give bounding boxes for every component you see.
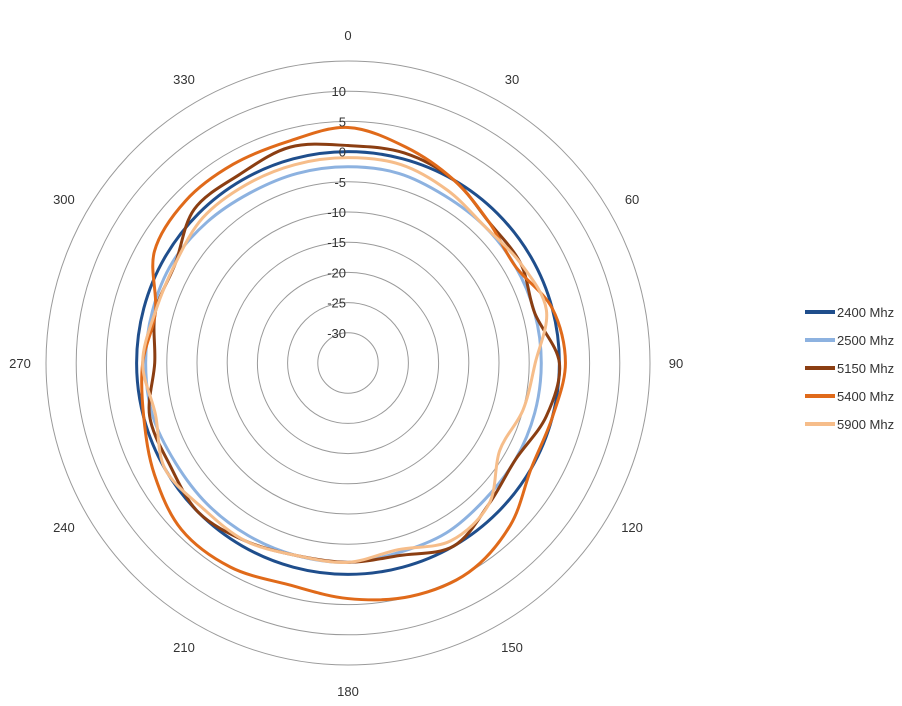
grid-circle (317, 332, 379, 394)
radial-tick-labels: -30 -25 -20 -15 -10 -5 0 5 10 (327, 84, 346, 341)
legend-swatch (805, 422, 835, 426)
outer-circle (45, 60, 651, 666)
angle-tick-label: 210 (173, 640, 195, 655)
grid-circle (105, 120, 591, 606)
radial-tick-label: -25 (327, 296, 346, 311)
legend-item: 2500 Mhz (805, 326, 894, 354)
legend-label: 2400 Mhz (837, 304, 895, 320)
legend-label: 5900 Mhz (837, 416, 895, 432)
series-line-5400-mhz (140, 125, 567, 602)
angle-tick-label: 180 (337, 684, 359, 699)
radial-tick-label: 0 (339, 145, 346, 160)
series-lines (135, 125, 567, 602)
radial-tick-label: -20 (327, 265, 346, 280)
legend-item: 5400 Mhz (805, 382, 894, 410)
angle-tick-label: 150 (501, 640, 523, 655)
legend-swatch (805, 366, 835, 370)
grid-circle (136, 151, 560, 575)
legend-swatch (805, 338, 835, 342)
angle-tick-label: 270 (9, 356, 31, 371)
radial-tick-label: -5 (334, 175, 346, 190)
series-line-5150-mhz (147, 142, 562, 564)
series-line-2500-mhz (144, 165, 543, 564)
angle-tick-label: 120 (621, 520, 643, 535)
grid-circle (75, 90, 621, 636)
grid-circle (196, 211, 500, 515)
angle-tick-label: 90 (669, 356, 683, 371)
angle-tick-label: 0 (344, 28, 351, 43)
angle-tick-label: 330 (173, 72, 195, 87)
legend-label: 5400 Mhz (837, 388, 895, 404)
legend-label: 5150 Mhz (837, 360, 895, 376)
legend-swatch (805, 310, 835, 314)
grid-circle (256, 271, 440, 455)
radial-tick-label: 5 (339, 114, 346, 129)
radial-tick-label: 10 (332, 84, 346, 99)
angle-tick-label: 60 (625, 192, 639, 207)
angle-tick-label: 300 (53, 192, 75, 207)
legend-swatch (805, 394, 835, 398)
radial-tick-label: -10 (327, 205, 346, 220)
legend-item: 5150 Mhz (805, 354, 894, 382)
legend-item: 2400 Mhz (805, 298, 894, 326)
legend-label: 2500 Mhz (837, 332, 895, 348)
series-line-2400-mhz (135, 150, 561, 576)
radial-tick-label: -30 (327, 326, 346, 341)
grid-circle (166, 181, 530, 545)
angle-tick-label: 30 (505, 72, 519, 87)
chart-legend: 2400 Mhz 2500 Mhz 5150 Mhz 5400 Mhz 5900 Mhz (805, 298, 894, 438)
grid-circle (226, 241, 470, 485)
angle-tick-label: 240 (53, 520, 75, 535)
grid-circle (287, 302, 409, 424)
radial-tick-label: -15 (327, 235, 346, 250)
angle-tick-labels: 0 30 60 90 120 150 180 210 240 270 300 330 (9, 28, 683, 699)
series-line-5900-mhz (141, 156, 549, 564)
legend-item: 5900 Mhz (805, 410, 894, 438)
